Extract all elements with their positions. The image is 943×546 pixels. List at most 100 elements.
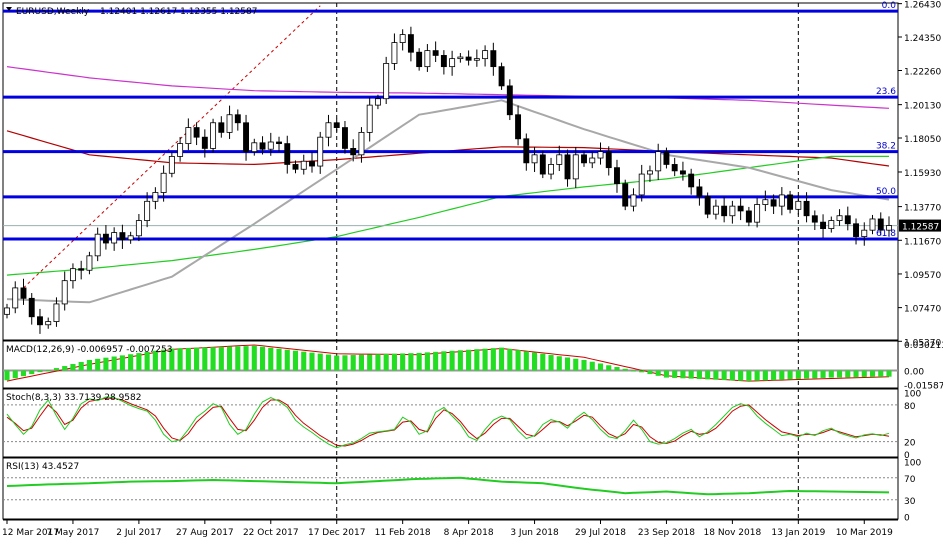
candle-bullish[interactable] bbox=[185, 127, 192, 145]
candle-bearish[interactable] bbox=[201, 136, 208, 149]
candle-bearish[interactable] bbox=[853, 223, 859, 237]
candle-bearish[interactable] bbox=[696, 186, 703, 197]
candle-bearish[interactable] bbox=[811, 215, 818, 223]
candle-bearish[interactable] bbox=[78, 268, 85, 271]
candle-bearish[interactable] bbox=[234, 114, 241, 124]
candle-bullish[interactable] bbox=[572, 154, 579, 180]
candle-bullish[interactable] bbox=[556, 154, 563, 165]
candle-bearish[interactable] bbox=[102, 233, 109, 244]
candle-bearish[interactable] bbox=[342, 127, 348, 149]
candle-bearish[interactable] bbox=[333, 122, 340, 128]
candle-bullish[interactable] bbox=[53, 303, 60, 322]
candle-bearish[interactable] bbox=[679, 170, 686, 175]
candle-bullish[interactable] bbox=[374, 98, 381, 106]
candle-bullish[interactable] bbox=[630, 194, 637, 207]
candle-bearish[interactable] bbox=[350, 148, 357, 156]
trendline[interactable] bbox=[23, 5, 321, 289]
candle-bullish[interactable] bbox=[69, 268, 76, 282]
candle-bearish[interactable] bbox=[490, 50, 497, 68]
candle-bullish[interactable] bbox=[383, 63, 390, 100]
candle-bearish[interactable] bbox=[276, 141, 282, 145]
candle-bearish[interactable] bbox=[20, 287, 27, 299]
candle-bullish[interactable] bbox=[210, 122, 217, 149]
candle-bearish[interactable] bbox=[721, 205, 728, 217]
candle-bearish[interactable] bbox=[564, 154, 571, 180]
candle-bearish[interactable] bbox=[218, 122, 225, 133]
candle-bullish[interactable] bbox=[127, 235, 134, 241]
candle-bearish[interactable] bbox=[523, 138, 530, 164]
candle-bearish[interactable] bbox=[745, 210, 752, 223]
candle-bearish[interactable] bbox=[539, 154, 546, 175]
candle-bearish[interactable] bbox=[28, 297, 35, 318]
candle-bearish[interactable] bbox=[515, 114, 522, 140]
candle-bearish[interactable] bbox=[737, 205, 744, 212]
candle-bullish[interactable] bbox=[4, 307, 10, 315]
candle-bullish[interactable] bbox=[597, 151, 604, 159]
candle-bearish[interactable] bbox=[877, 218, 884, 231]
candle-bearish[interactable] bbox=[581, 154, 587, 164]
candle-bearish[interactable] bbox=[506, 85, 513, 116]
candle-bullish[interactable] bbox=[762, 199, 769, 205]
candle-bearish[interactable] bbox=[704, 196, 711, 215]
candle-bullish[interactable] bbox=[638, 173, 645, 196]
candle-bullish[interactable] bbox=[836, 215, 843, 221]
candle-bearish[interactable] bbox=[770, 199, 777, 207]
candle-bullish[interactable] bbox=[325, 122, 332, 138]
candle-bearish[interactable] bbox=[259, 142, 266, 150]
candle-bullish[interactable] bbox=[358, 131, 365, 156]
candle-bullish[interactable] bbox=[655, 151, 662, 172]
candle-bearish[interactable] bbox=[193, 127, 200, 138]
candle-bullish[interactable] bbox=[531, 154, 538, 164]
candle-bearish[interactable] bbox=[416, 51, 423, 68]
candle-bullish[interactable] bbox=[12, 287, 19, 309]
candle-bearish[interactable] bbox=[820, 221, 827, 229]
candle-bullish[interactable] bbox=[86, 255, 93, 271]
candle-bearish[interactable] bbox=[671, 164, 678, 172]
candle-bullish[interactable] bbox=[144, 200, 151, 221]
candle-bullish[interactable] bbox=[473, 58, 480, 61]
candle-bullish[interactable] bbox=[754, 204, 761, 223]
candle-bullish[interactable] bbox=[729, 205, 736, 217]
candle-bearish[interactable] bbox=[37, 316, 43, 326]
candle-bullish[interactable] bbox=[646, 170, 653, 175]
candle-bullish[interactable] bbox=[135, 220, 142, 237]
symbol-dropdown-icon[interactable] bbox=[6, 7, 12, 11]
candle-bearish[interactable] bbox=[803, 200, 810, 217]
candle-bearish[interactable] bbox=[243, 122, 250, 153]
candle-bearish[interactable] bbox=[432, 50, 439, 56]
candle-bullish[interactable] bbox=[886, 225, 892, 231]
candle-bearish[interactable] bbox=[844, 215, 851, 225]
candle-bearish[interactable] bbox=[614, 167, 620, 185]
candle-bullish[interactable] bbox=[589, 157, 596, 164]
candle-bullish[interactable] bbox=[869, 218, 876, 231]
candle-bearish[interactable] bbox=[663, 151, 670, 165]
candle-bullish[interactable] bbox=[45, 321, 52, 326]
candle-bullish[interactable] bbox=[168, 156, 175, 174]
candle-bullish[interactable] bbox=[160, 172, 167, 193]
candle-bearish[interactable] bbox=[498, 66, 505, 87]
candle-bullish[interactable] bbox=[267, 141, 274, 150]
candle-bullish[interactable] bbox=[548, 164, 554, 175]
candle-bullish[interactable] bbox=[399, 34, 406, 43]
candle-bearish[interactable] bbox=[622, 183, 629, 207]
candle-bearish[interactable] bbox=[787, 194, 794, 210]
candle-bullish[interactable] bbox=[226, 114, 233, 133]
candle-bullish[interactable] bbox=[861, 229, 868, 237]
candle-bullish[interactable] bbox=[449, 58, 456, 68]
candle-bullish[interactable] bbox=[424, 50, 431, 68]
candle-bullish[interactable] bbox=[795, 200, 802, 210]
candle-bullish[interactable] bbox=[778, 194, 785, 207]
candle-bearish[interactable] bbox=[605, 151, 612, 169]
candle-bearish[interactable] bbox=[309, 160, 315, 167]
candle-bearish[interactable] bbox=[688, 173, 695, 188]
candle-bullish[interactable] bbox=[94, 233, 101, 257]
candle-bullish[interactable] bbox=[251, 142, 258, 153]
candle-bearish[interactable] bbox=[284, 143, 291, 165]
candle-bullish[interactable] bbox=[366, 104, 373, 133]
candle-bullish[interactable] bbox=[177, 143, 184, 157]
candle-bullish[interactable] bbox=[317, 136, 324, 167]
candle-bullish[interactable] bbox=[111, 232, 118, 244]
candle-bullish[interactable] bbox=[152, 192, 159, 202]
